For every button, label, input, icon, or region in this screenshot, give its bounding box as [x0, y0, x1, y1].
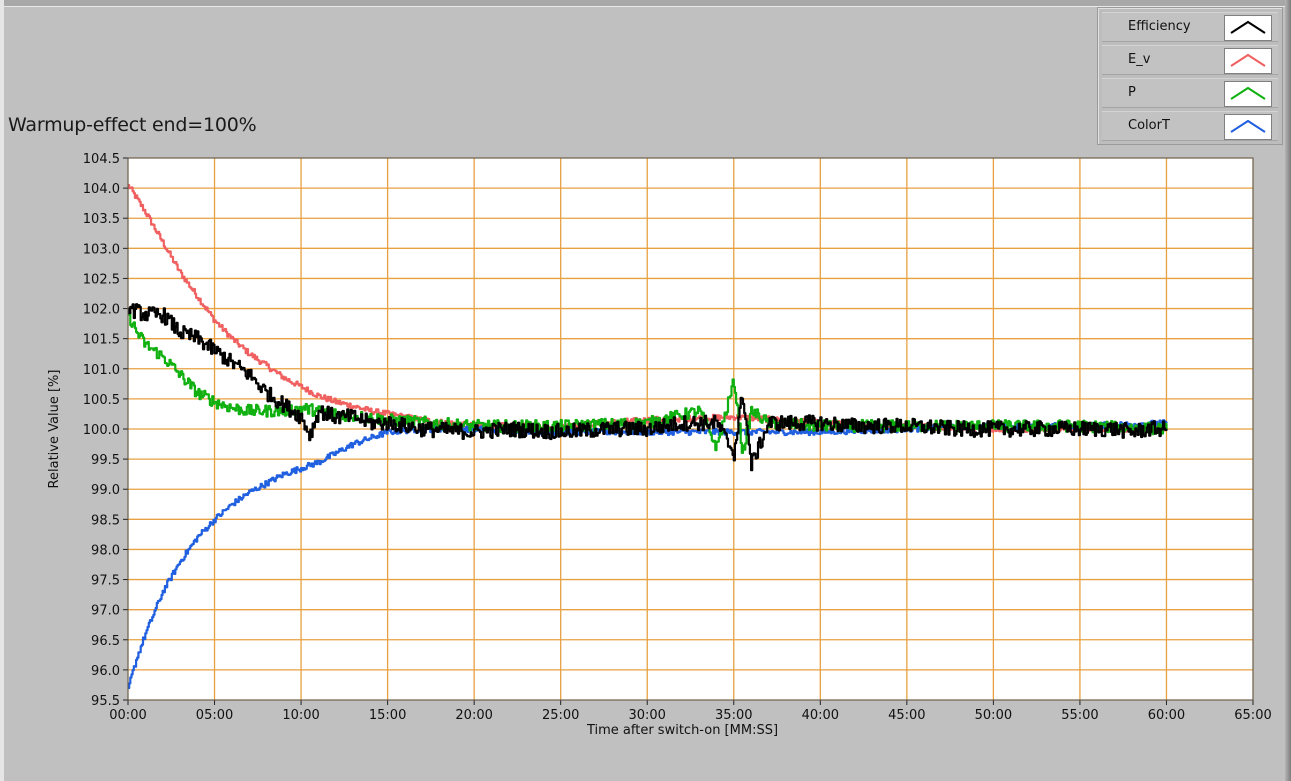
series-line-efficiency	[128, 303, 1168, 472]
x-tick-label: 10:00	[282, 708, 319, 723]
y-tick-label: 104.5	[83, 152, 120, 167]
y-tick-label: 96.5	[91, 634, 120, 649]
x-tick-label: 55:00	[1061, 708, 1098, 723]
line-style-icon[interactable]	[1224, 114, 1272, 140]
legend-item-efficiency[interactable]: Efficiency	[1102, 12, 1278, 42]
y-tick-label: 99.0	[91, 483, 120, 498]
x-tick-label: 30:00	[628, 708, 665, 723]
x-tick-label: 60:00	[1148, 708, 1185, 723]
y-tick-label: 96.0	[91, 664, 120, 679]
x-tick-label: 25:00	[542, 708, 579, 723]
line-style-icon[interactable]	[1224, 81, 1272, 107]
legend-label: Efficiency	[1128, 19, 1191, 34]
axes: 00:00 05:00 10:00 15:00 20:00 25:00 30:00 35:00…	[83, 152, 1272, 723]
legend-item-p[interactable]: P	[1102, 78, 1278, 108]
x-tick-label: 35:00	[715, 708, 752, 723]
series-line-p	[128, 311, 1168, 454]
y-tick-label: 97.0	[91, 604, 120, 619]
x-axis-title: Time after switch-on [MM:SS]	[586, 723, 778, 738]
legend-label: E_v	[1128, 52, 1151, 67]
x-tick-label: 50:00	[975, 708, 1012, 723]
y-tick-label: 99.5	[91, 453, 120, 468]
plot-border	[127, 157, 1254, 701]
y-tick-label: 101.5	[83, 333, 120, 348]
y-tick-label: 101.0	[83, 363, 120, 378]
y-tick-label: 97.5	[91, 574, 120, 589]
y-tick-label: 103.0	[83, 242, 120, 257]
x-tick-label: 15:00	[369, 708, 406, 723]
series-layer	[128, 184, 1168, 690]
x-tick-label: 20:00	[455, 708, 492, 723]
line-style-icon[interactable]	[1224, 48, 1272, 74]
legend-label: ColorT	[1128, 118, 1170, 133]
y-axis-title: Relative Value [%]	[47, 370, 62, 489]
right-scrollbar-edge	[1285, 0, 1291, 781]
y-tick-label: 98.0	[91, 543, 120, 558]
plot-legend[interactable]: Efficiency E_v P ColorT	[1097, 7, 1283, 145]
y-tick-label: 95.5	[91, 694, 120, 709]
y-tick-label: 98.5	[91, 513, 120, 528]
y-tick-label: 103.5	[83, 212, 120, 227]
legend-item-colort[interactable]: ColorT	[1102, 111, 1278, 141]
x-tick-label: 45:00	[888, 708, 925, 723]
x-tick-label: 00:00	[109, 708, 146, 723]
left-border	[0, 0, 4, 781]
legend-item-e-v[interactable]: E_v	[1102, 45, 1278, 75]
y-tick-label: 104.0	[83, 182, 120, 197]
legend-label: P	[1128, 85, 1136, 100]
x-tick-label: 40:00	[802, 708, 839, 723]
y-tick-label: 102.0	[83, 303, 120, 318]
y-tick-label: 100.5	[83, 393, 120, 408]
y-tick-label: 100.0	[83, 423, 120, 438]
line-style-icon[interactable]	[1224, 15, 1272, 41]
graph-title: Warmup-effect end=100%	[8, 114, 257, 136]
y-tick-label: 102.5	[83, 272, 120, 287]
top-border	[0, 0, 1291, 7]
x-tick-label: 05:00	[196, 708, 233, 723]
x-tick-label: 65:00	[1234, 708, 1271, 723]
